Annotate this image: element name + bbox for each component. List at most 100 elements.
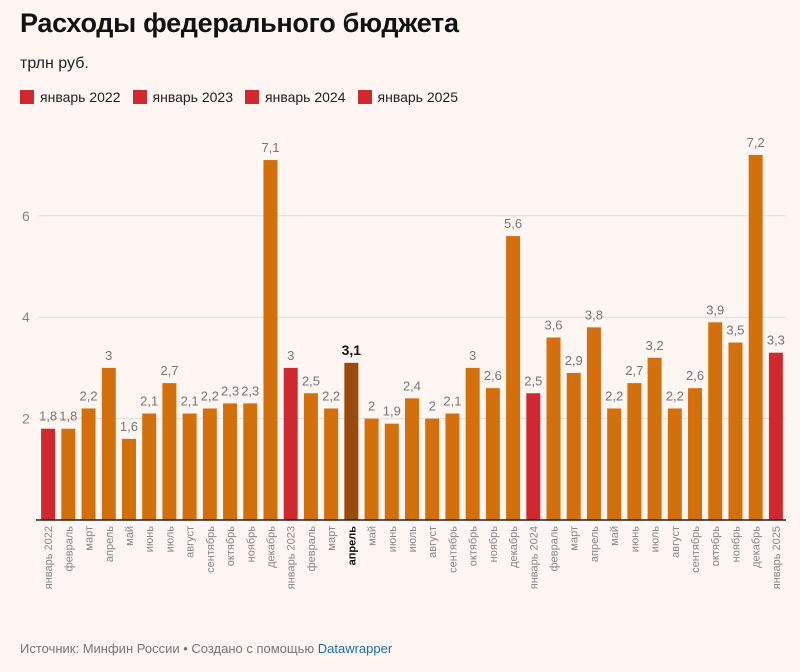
y-tick-label: 2	[22, 411, 30, 427]
bar-value-label: 1,6	[120, 419, 138, 434]
bar	[748, 154, 763, 520]
bar	[647, 357, 662, 520]
x-tick-label: ноябрь	[730, 526, 742, 563]
bar-value-label: 2,7	[160, 363, 178, 378]
bar	[182, 413, 197, 520]
bar	[526, 393, 541, 520]
x-tick-label: июнь	[629, 526, 641, 552]
x-tick-label: февраль	[63, 526, 75, 572]
legend-label: январь 2022	[40, 89, 121, 105]
bar-value-label: 3,2	[646, 338, 664, 353]
bar-value-label: 2,2	[605, 388, 623, 403]
bar	[364, 418, 379, 520]
x-tick-label: февраль	[306, 526, 318, 572]
bar-value-label: 2,7	[625, 363, 643, 378]
bar-value-label: 2,4	[403, 378, 421, 393]
bar-value-label: 2	[368, 399, 375, 414]
bar	[546, 337, 561, 520]
chart-title: Расходы федерального бюджета	[20, 8, 459, 38]
x-tick-label: июль	[164, 526, 176, 553]
legend-swatch	[132, 90, 147, 104]
x-tick-label: январь 2023	[286, 526, 298, 589]
x-tick-label: январь 2022	[43, 526, 55, 589]
bar	[566, 372, 581, 520]
x-tick-label: ноябрь	[488, 526, 500, 563]
x-tick-label: ноябрь	[245, 526, 257, 563]
bar-value-label: 2,2	[322, 388, 340, 403]
bar	[223, 403, 238, 520]
bar-value-label: 2,2	[666, 388, 684, 403]
bar	[263, 160, 278, 520]
x-tick-label: май	[609, 526, 621, 546]
legend-item: январь 2025	[357, 89, 459, 105]
y-tick-label: 4	[22, 309, 30, 325]
legend-label: январь 2024	[265, 89, 346, 105]
x-tick-label: июль	[650, 526, 662, 553]
x-tick-label: май	[367, 526, 379, 546]
x-tick-label: февраль	[549, 526, 561, 572]
bar-value-label: 7,2	[747, 135, 765, 150]
x-tick-label: декабрь	[265, 526, 277, 568]
bar	[586, 327, 601, 520]
bar-value-label: 2,5	[524, 373, 542, 388]
bar-value-label: 5,6	[504, 216, 522, 231]
legend-item: январь 2023	[132, 89, 234, 105]
x-tick-label: октябрь	[225, 526, 237, 566]
bar-value-label: 3,1	[342, 342, 362, 358]
x-tick-label: январь 2025	[771, 526, 783, 589]
x-tick-label: декабрь	[508, 526, 520, 568]
bar	[708, 322, 723, 520]
bar-value-label: 3	[105, 348, 112, 363]
bar	[627, 383, 642, 520]
datawrapper-link[interactable]: Datawrapper	[317, 641, 393, 656]
bar-value-label: 1,8	[59, 409, 77, 424]
x-tick-label: июль	[407, 526, 419, 553]
x-tick-label: апрель	[346, 526, 358, 566]
bar	[728, 342, 743, 520]
bar-value-label: 2,3	[241, 383, 259, 398]
x-tick-label: сентябрь	[690, 526, 702, 573]
bar	[344, 362, 359, 520]
x-tick-label: апрель	[104, 526, 116, 562]
bar-value-label: 2,1	[181, 394, 199, 409]
bar	[506, 236, 521, 520]
bar-value-label: 3,8	[585, 307, 603, 322]
bar	[425, 418, 440, 520]
bar-value-label: 2,5	[302, 373, 320, 388]
bar	[768, 352, 783, 520]
legend-item: январь 2024	[245, 89, 346, 105]
x-tick-label: апрель	[589, 526, 601, 562]
bar-value-label: 1,8	[39, 409, 57, 424]
x-tick-label: август	[670, 526, 682, 558]
x-tick-label: март	[326, 526, 338, 551]
chart-subtitle: трлн руб.	[20, 55, 89, 72]
bar	[283, 367, 298, 520]
bar	[405, 398, 419, 520]
bar-value-label: 2	[429, 399, 436, 414]
bar	[607, 408, 622, 520]
legend-label: январь 2025	[377, 89, 459, 105]
legend-label: январь 2023	[152, 89, 234, 105]
x-tick-label: январь 2024	[528, 526, 540, 589]
bar	[61, 428, 76, 520]
x-tick-label: март	[84, 526, 96, 551]
bar	[81, 408, 96, 520]
bar-value-label: 3	[469, 348, 476, 363]
x-tick-label: июнь	[387, 526, 399, 552]
x-tick-label: август	[427, 526, 439, 558]
source-note: Источник: Минфин России • Создано с помо…	[20, 641, 318, 656]
bar	[41, 428, 56, 520]
x-tick-label: март	[569, 526, 581, 551]
bar-value-label: 3	[287, 348, 294, 363]
y-tick-label: 6	[22, 208, 30, 224]
bar	[101, 367, 116, 520]
bar-value-label: 2,6	[686, 368, 704, 383]
bar-value-label: 2,9	[565, 353, 583, 368]
bar-value-label: 7,1	[261, 140, 279, 155]
bar-value-label: 2,3	[221, 383, 239, 398]
x-tick-label: декабрь	[751, 526, 763, 568]
x-tick-label: сентябрь	[205, 526, 217, 573]
bar	[303, 393, 318, 520]
bar	[384, 423, 399, 520]
